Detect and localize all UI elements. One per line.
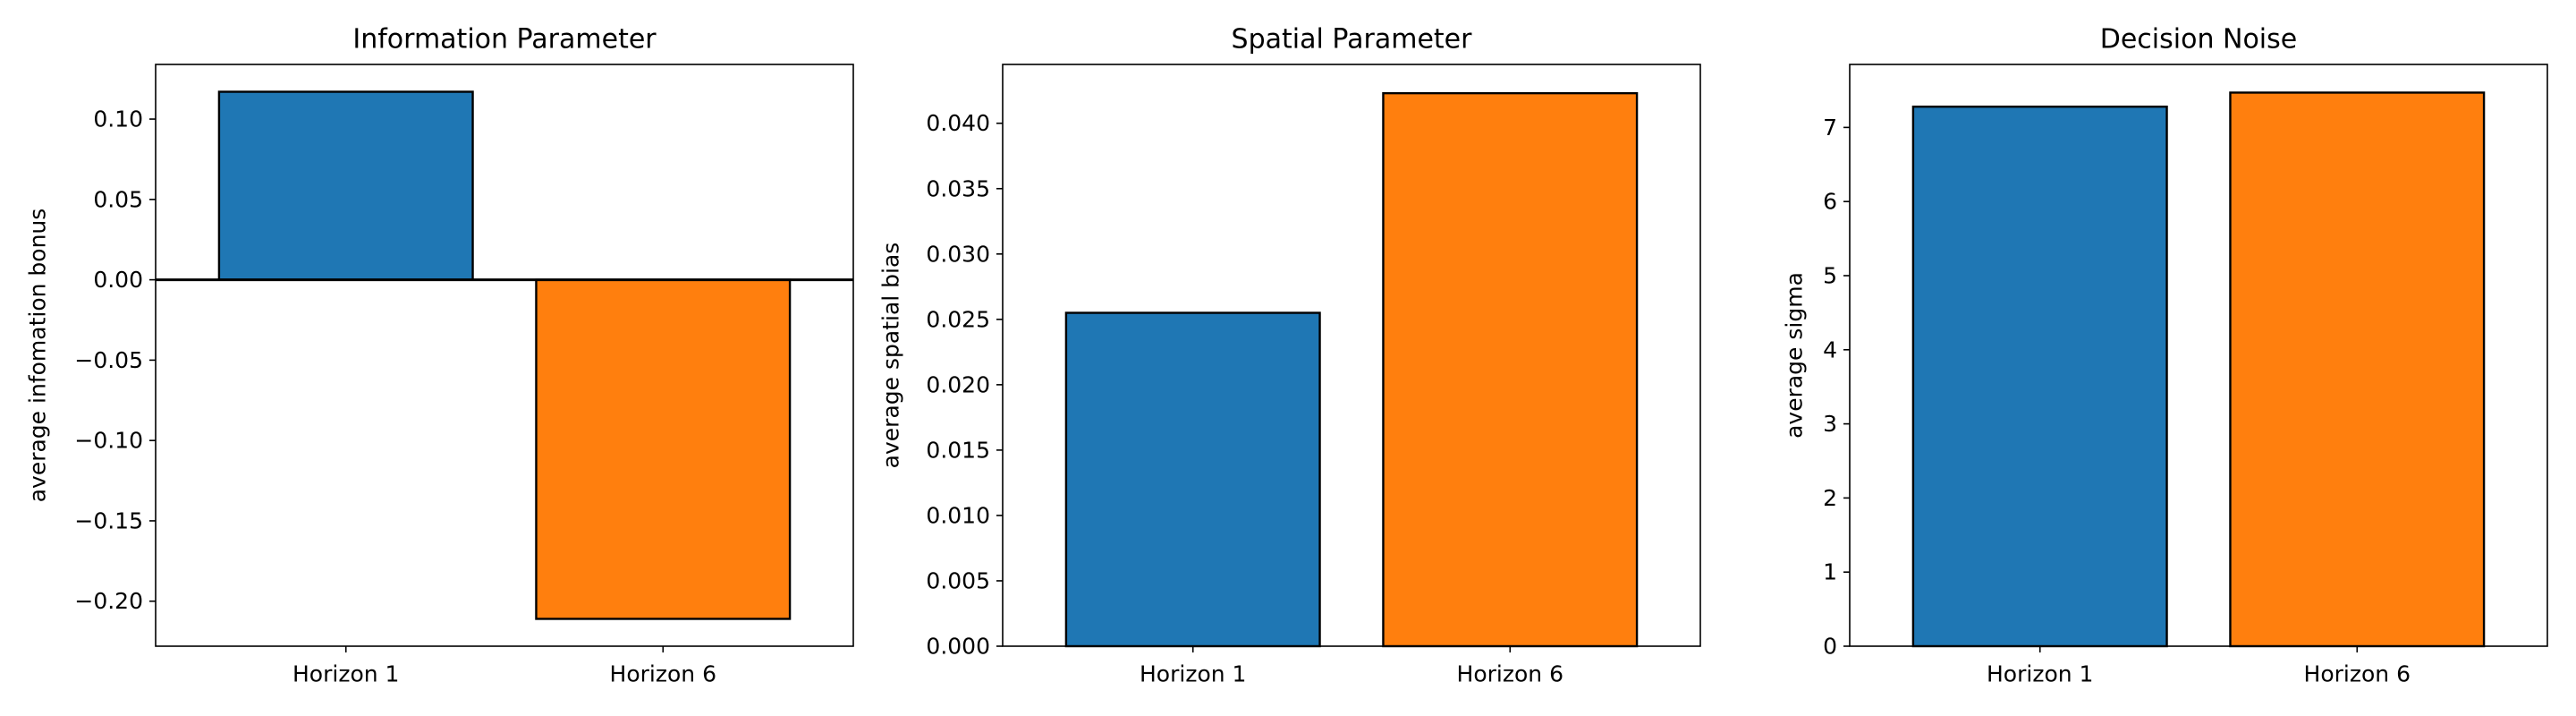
- y-tick-label: −0.05: [74, 347, 143, 373]
- y-tick-label: 6: [1823, 189, 1837, 215]
- chart-panel-1: −0.20 −0.15 −0.10 −0.05 0.00 0.05 0.10 Horizon …: [25, 24, 854, 687]
- y-axis-label: average sigma: [1782, 272, 1808, 439]
- y-tick-label: 0.025: [926, 306, 990, 332]
- x-tick-label: Horizon 6: [2304, 661, 2411, 687]
- bar-horizon-1: [1911, 105, 2168, 648]
- y-tick-label: 0.040: [926, 110, 990, 136]
- y-tick-label: 1: [1823, 559, 1837, 585]
- bar-horizon-1: [217, 90, 474, 281]
- chart-panel-3: 0 1 2 3 4 5 6 7 Horizon 1 Horizon 6 Decision Noise…: [1782, 24, 2548, 687]
- bar-horizon-6: [2229, 91, 2486, 648]
- y-axis-label: average spatial bias: [878, 243, 904, 469]
- y-tick-label: 0.05: [93, 186, 143, 212]
- y-axis-label: average infomation bonus: [25, 209, 51, 503]
- bar-horizon-1: [1064, 311, 1321, 648]
- y-tick-label: 0.00: [93, 267, 143, 293]
- y-tick-label: 0: [1823, 634, 1837, 660]
- plot-frame: [1849, 64, 2548, 647]
- y-tick-label: 2: [1823, 485, 1837, 511]
- x-tick-label: Horizon 1: [292, 661, 399, 687]
- y-tick-label: 0.000: [926, 634, 990, 660]
- x-tick-label: Horizon 6: [1457, 661, 1563, 687]
- bar-horizon-6: [1382, 91, 1639, 648]
- x-tick-label: Horizon 6: [610, 661, 716, 687]
- plot-frame: [1002, 64, 1701, 647]
- y-tick-label: 0.020: [926, 371, 990, 397]
- x-tick-label: Horizon 1: [1987, 661, 2093, 687]
- y-tick-label: 0.005: [926, 567, 990, 593]
- chart-title: Information Parameter: [352, 24, 657, 55]
- y-tick-label: 7: [1823, 115, 1837, 141]
- chart-title: Decision Noise: [2100, 24, 2297, 55]
- y-tick-label: 0.010: [926, 502, 990, 528]
- bar-horizon-6: [535, 278, 792, 620]
- y-tick-label: 0.015: [926, 437, 990, 463]
- y-tick-label: −0.20: [74, 588, 143, 614]
- plot-frame: [155, 64, 854, 647]
- y-tick-label: 0.10: [93, 107, 143, 132]
- x-tick-label: Horizon 1: [1140, 661, 1246, 687]
- y-tick-label: 3: [1823, 411, 1837, 437]
- y-tick-label: −0.15: [74, 507, 143, 533]
- chart-title: Spatial Parameter: [1232, 24, 1473, 55]
- y-tick-label: −0.10: [74, 428, 143, 454]
- chart-panel-2: 0.000 0.005 0.010 0.015 0.020 0.025 0.030 0.035…: [878, 24, 1701, 687]
- y-tick-label: 5: [1823, 262, 1837, 288]
- y-tick-label: 4: [1823, 337, 1837, 362]
- y-tick-label: 0.030: [926, 241, 990, 267]
- y-tick-label: 0.035: [926, 175, 990, 201]
